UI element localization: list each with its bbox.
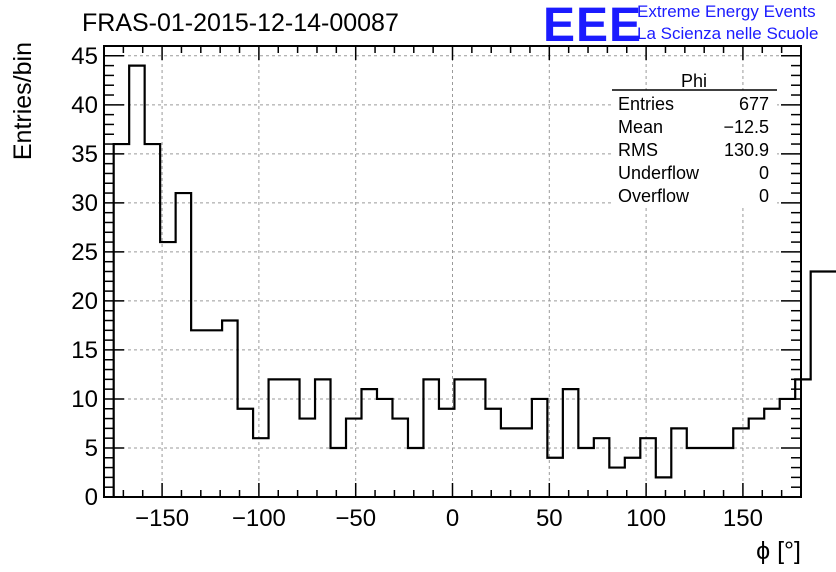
- histogram-outline: [112, 64, 836, 497]
- y-tick-label: 45: [71, 43, 98, 70]
- y-tick-label: 35: [71, 141, 98, 168]
- axis-tick-labels: −150 −100 −50 0 50 100 150 0 5 10 15 20 25 30 35 40 45: [71, 43, 763, 532]
- eee-logo: EEE: [543, 0, 643, 52]
- axis-ticks: [103, 45, 802, 498]
- stats-row-value: 677: [739, 94, 769, 114]
- page-title: FRAS-01-2015-12-14-00087: [82, 9, 399, 37]
- y-tick-label: 5: [85, 435, 98, 462]
- x-tick-label: −100: [232, 505, 286, 532]
- grid-lines: [104, 46, 801, 497]
- stats-row-label: Mean: [618, 117, 663, 137]
- stats-row-label: Underflow: [618, 163, 700, 183]
- x-tick-label: 100: [626, 505, 666, 532]
- y-tick-label: 25: [71, 239, 98, 266]
- stats-row-value: 130.9: [724, 140, 769, 160]
- x-tick-label: 50: [536, 505, 563, 532]
- x-tick-label: 150: [723, 505, 763, 532]
- y-tick-label: 15: [71, 337, 98, 364]
- stats-rows: Entries 677 Mean −12.5 RMS 130.9 Underflow 0 Ove…: [618, 94, 769, 206]
- x-tick-label: 0: [446, 505, 459, 532]
- x-tick-label: −50: [335, 505, 376, 532]
- stats-row-label: Entries: [618, 94, 674, 114]
- y-tick-label: 40: [71, 92, 98, 119]
- x-tick-label: −150: [135, 505, 189, 532]
- stats-row-label: Overflow: [618, 186, 690, 206]
- logo-line-1: Extreme Energy Events: [637, 2, 816, 21]
- y-tick-label: 0: [85, 484, 98, 511]
- stats-row-label: RMS: [618, 140, 658, 160]
- stats-box-background: [612, 90, 777, 206]
- stats-box: Phi Entries 677 Mean −12.5 RMS 130.9 Underflow…: [612, 71, 777, 206]
- y-axis-label: Entries/bin: [9, 42, 37, 160]
- y-tick-label: 30: [71, 190, 98, 217]
- stats-box-title: Phi: [681, 71, 707, 91]
- logo-line-2: La Scienza nelle Scuole: [637, 24, 819, 43]
- y-tick-label: 10: [71, 386, 98, 413]
- x-axis-label: ϕ [°]: [756, 537, 801, 565]
- stats-row-value: 0: [759, 163, 769, 183]
- y-tick-label: 20: [71, 288, 98, 315]
- stats-row-value: 0: [759, 186, 769, 206]
- stats-row-value: −12.5: [723, 117, 769, 137]
